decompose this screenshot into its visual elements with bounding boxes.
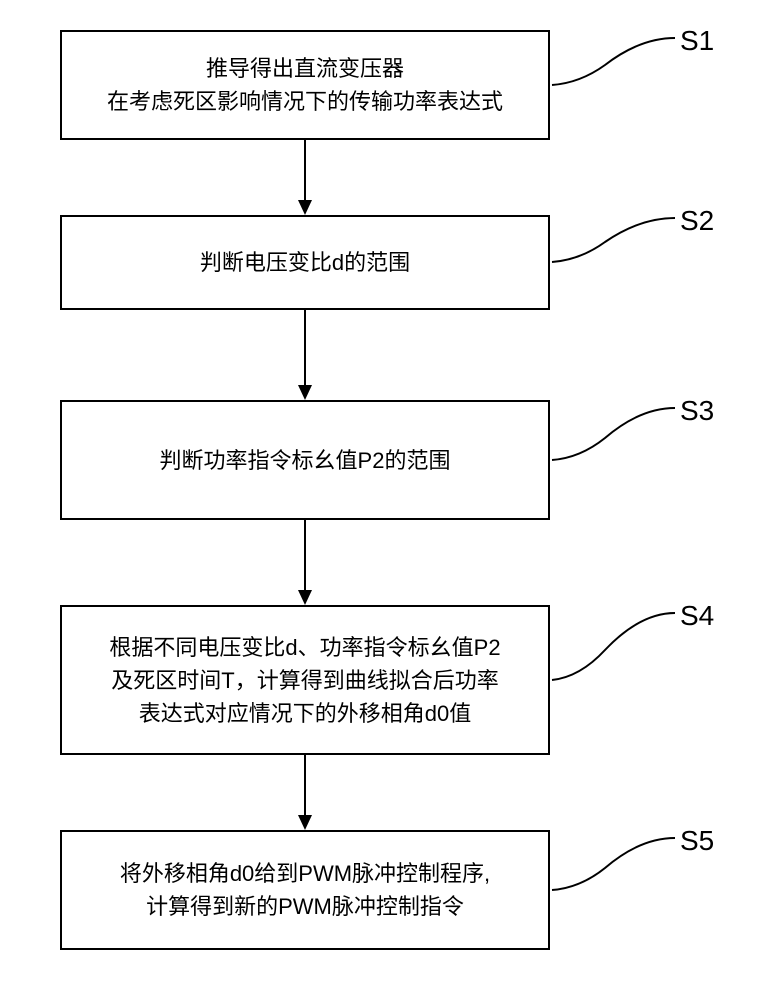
curve-s4 xyxy=(550,605,680,695)
curve-s5 xyxy=(550,830,680,905)
box-s2-line1: 判断电压变比d的范围 xyxy=(200,250,410,275)
box-s4-line1: 根据不同电压变比d、功率指令标幺值P2 xyxy=(109,635,500,660)
flowchart-box-s1: 推导得出直流变压器 在考虑死区影响情况下的传输功率表达式 xyxy=(60,30,550,140)
curve-s2 xyxy=(550,210,680,275)
box-s1-line1: 推导得出直流变压器 xyxy=(206,56,404,81)
box-s3-line1: 判断功率指令标幺值P2的范围 xyxy=(160,448,451,473)
flowchart-box-s5: 将外移相角d0给到PWM脉冲控制程序, 计算得到新的PWM脉冲控制指令 xyxy=(60,830,550,950)
label-s1: S1 xyxy=(680,25,714,57)
curve-s3 xyxy=(550,400,680,475)
box-s5-line1: 将外移相角d0给到PWM脉冲控制程序, xyxy=(120,861,490,886)
label-s5: S5 xyxy=(680,825,714,857)
arrow-s1-s2 xyxy=(295,140,315,216)
flowchart-box-s4: 根据不同电压变比d、功率指令标幺值P2 及死区时间T，计算得到曲线拟合后功率 表… xyxy=(60,605,550,755)
label-s2: S2 xyxy=(680,205,714,237)
flowchart-container: 推导得出直流变压器 在考虑死区影响情况下的传输功率表达式 S1 判断电压变比d的… xyxy=(0,0,760,1000)
flowchart-box-s2: 判断电压变比d的范围 xyxy=(60,215,550,310)
box-s5-line2: 计算得到新的PWM脉冲控制指令 xyxy=(146,894,464,919)
box-s4-line3: 表达式对应情况下的外移相角d0值 xyxy=(139,701,471,726)
label-s3: S3 xyxy=(680,395,714,427)
arrow-s2-s3 xyxy=(295,310,315,401)
curve-s1 xyxy=(550,30,680,100)
box-s4-line2: 及死区时间T，计算得到曲线拟合后功率 xyxy=(111,668,498,693)
arrow-s3-s4 xyxy=(295,520,315,606)
flowchart-box-s3: 判断功率指令标幺值P2的范围 xyxy=(60,400,550,520)
box-s1-line2: 在考虑死区影响情况下的传输功率表达式 xyxy=(107,89,503,114)
label-s4: S4 xyxy=(680,600,714,632)
arrow-s4-s5 xyxy=(295,755,315,831)
